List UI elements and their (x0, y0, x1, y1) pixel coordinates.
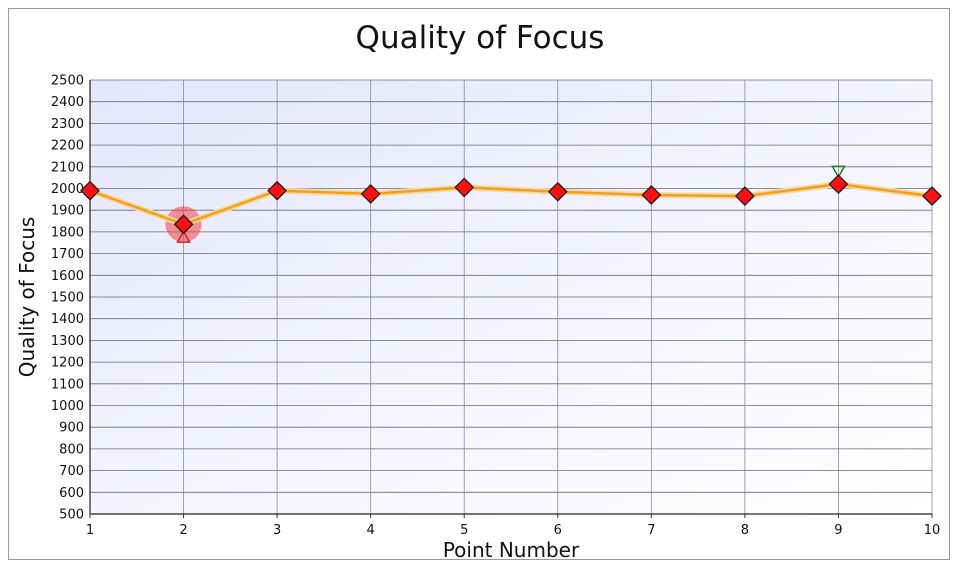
chart-title: Quality of Focus (356, 20, 605, 56)
grid (89, 79, 933, 515)
series-layer (80, 165, 942, 243)
data-point (641, 185, 662, 205)
y-tick-label: 1100 (51, 377, 84, 392)
y-tick-label: 1900 (51, 204, 84, 219)
y-tick-label: 1700 (51, 247, 84, 262)
triangle-down-marker (831, 165, 846, 179)
data-point (360, 184, 381, 204)
x-tick-label: 2 (179, 523, 187, 538)
y-tick-label: 2300 (51, 117, 84, 132)
triangle-up-marker (176, 229, 191, 243)
y-tick-label: 1600 (51, 269, 84, 284)
data-point (828, 174, 849, 195)
data-point (80, 180, 100, 201)
y-tick-label: 1300 (51, 334, 84, 349)
y-tick-label: 2200 (51, 139, 84, 154)
x-tick-label: 6 (554, 523, 562, 538)
series-line (89, 182, 933, 226)
x-tick-label: 5 (460, 523, 468, 538)
y-tick-label: 700 (59, 464, 84, 479)
y-axis-label: Quality of Focus (15, 217, 39, 378)
x-tick-label: 7 (647, 523, 655, 538)
y-tick-label: 2100 (51, 160, 84, 175)
y-tick-label: 1500 (51, 291, 84, 306)
data-point (734, 186, 755, 207)
tick-labels: 500 600 700 800 900 1000 1100 1200 1300 1400 1500 1… (51, 74, 940, 539)
y-tick-label: 1800 (51, 225, 84, 240)
y-tick-label: 800 (59, 442, 84, 457)
data-point (173, 214, 194, 235)
data-point (547, 181, 568, 202)
x-tick-label: 3 (273, 523, 281, 538)
y-tick-label: 900 (59, 421, 84, 436)
y-tick-label: 2000 (51, 182, 84, 197)
x-tick-label: 8 (741, 523, 749, 538)
y-tick-label: 1200 (51, 356, 84, 371)
y-tick-label: 500 (59, 508, 84, 523)
data-point (454, 177, 475, 198)
x-tick-label: 4 (367, 523, 375, 538)
axes (89, 80, 933, 518)
data-point (922, 186, 942, 207)
y-tick-label: 1400 (51, 312, 84, 327)
y-tick-label: 2500 (51, 74, 84, 89)
y-tick-label: 1000 (51, 399, 84, 414)
x-tick-label: 9 (834, 523, 842, 538)
y-tick-label: 2400 (51, 95, 84, 110)
x-tick-label: 1 (86, 523, 94, 538)
y-tick-label: 600 (59, 486, 84, 501)
data-point (267, 180, 288, 201)
x-axis-label: Point Number (443, 538, 580, 562)
x-tick-label: 10 (924, 523, 941, 538)
